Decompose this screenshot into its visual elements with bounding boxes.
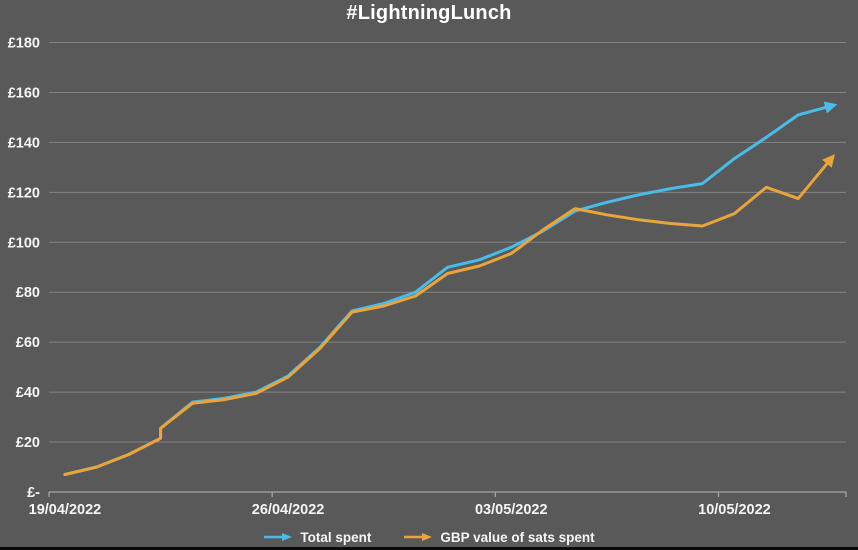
- x-axis-label: 03/05/2022: [475, 502, 548, 518]
- y-axis-label: £100: [8, 235, 40, 251]
- y-axis-label: £80: [16, 285, 40, 301]
- x-axis-label: 26/04/2022: [252, 502, 325, 518]
- y-axis-label: £120: [8, 185, 40, 201]
- chart-title: #LightningLunch: [346, 2, 512, 24]
- y-axis-label: £20: [16, 435, 40, 451]
- y-axis-label: £60: [16, 335, 40, 351]
- arrow-line-icon: [404, 533, 433, 541]
- legend-label-total-spent: Total spent: [300, 529, 372, 545]
- y-axis-label: £140: [8, 135, 40, 151]
- series-line-total-spent: [63, 101, 838, 476]
- y-axis-label: £180: [8, 36, 40, 52]
- y-axis-label: £160: [8, 85, 40, 101]
- legend-label-gbp-sats: GBP value of sats spent: [440, 529, 595, 545]
- x-axis-label: 19/04/2022: [29, 502, 102, 518]
- bottom-border: [0, 547, 858, 550]
- series-line-gbp-sats: [63, 154, 835, 476]
- x-axis-label: 10/05/2022: [698, 502, 771, 518]
- arrow-line-icon: [264, 533, 293, 541]
- legend-item-total-spent: Total spent: [263, 530, 371, 545]
- y-axis-label: £-: [27, 485, 40, 501]
- legend: Total spent GBP value of sats spent: [0, 526, 858, 548]
- y-axis-label: £40: [16, 385, 40, 401]
- legend-item-gbp-sats: GBP value of sats spent: [403, 529, 595, 545]
